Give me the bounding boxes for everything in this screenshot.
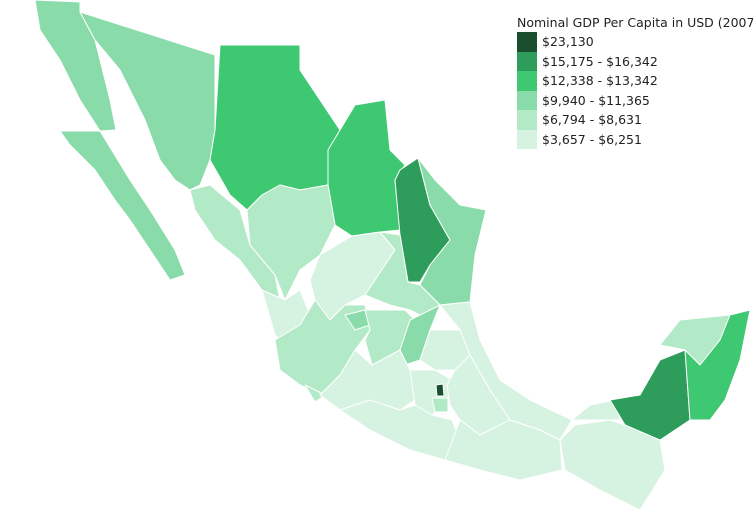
- state-region: [246, 184, 336, 301]
- legend-label: $3,657 - $6,251: [542, 131, 642, 147]
- state-region: [59, 130, 186, 281]
- legend-item: $12,338 - $13,342: [517, 71, 753, 91]
- legend-item: $6,794 - $8,631: [517, 110, 753, 130]
- legend-item: $23,130: [517, 32, 753, 52]
- state-region: [444, 419, 563, 481]
- state-region: [34, 0, 117, 132]
- state-region: [327, 99, 406, 237]
- legend-swatch: [517, 110, 537, 130]
- legend-label: $6,794 - $8,631: [542, 112, 642, 128]
- legend-title: Nominal GDP Per Capita in USD (2007): [517, 15, 753, 30]
- state-region: [339, 399, 461, 461]
- legend-swatch: [517, 129, 537, 149]
- state-region: [559, 419, 666, 511]
- state-region: [209, 44, 341, 211]
- legend-item: $9,940 - $11,365: [517, 90, 753, 110]
- legend-swatch: [517, 90, 537, 110]
- legend-label: $12,338 - $13,342: [542, 73, 658, 89]
- legend-swatch: [517, 32, 537, 52]
- legend-label: $23,130: [542, 34, 594, 50]
- legend-label: $9,940 - $11,365: [542, 92, 650, 108]
- state-region: [684, 309, 751, 421]
- legend-label: $15,175 - $16,342: [542, 53, 658, 69]
- state-region: [79, 11, 216, 191]
- legend-swatch: [517, 51, 537, 71]
- state-region: [309, 231, 396, 321]
- legend-item: $3,657 - $6,251: [517, 129, 753, 149]
- legend-item: $15,175 - $16,342: [517, 51, 753, 71]
- state-region: [304, 384, 326, 403]
- state-region: [431, 397, 449, 413]
- legend: Nominal GDP Per Capita in USD (2007) $23…: [517, 15, 753, 149]
- state-region: [435, 383, 445, 397]
- legend-swatch: [517, 71, 537, 91]
